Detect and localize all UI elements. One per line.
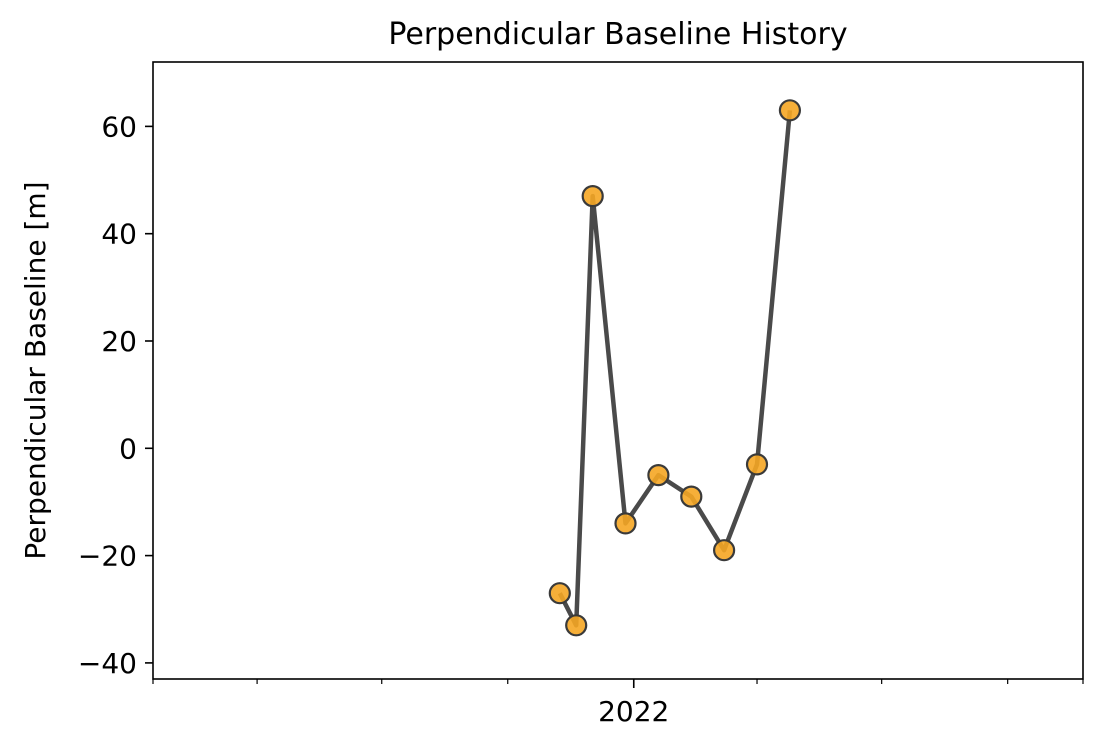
x-tick-label: 2022 xyxy=(598,695,669,728)
data-point xyxy=(745,453,769,476)
data-point xyxy=(581,185,604,208)
plot-frame xyxy=(152,61,1084,680)
data-point xyxy=(565,614,588,637)
data-point xyxy=(647,464,670,487)
y-tick-label: 0 xyxy=(119,432,137,465)
y-tick-label: −20 xyxy=(78,540,137,573)
x-axis-ticks: 2022 xyxy=(152,679,1084,728)
data-point xyxy=(680,485,703,508)
y-tick-label: 20 xyxy=(101,325,137,358)
y-tick-label: 40 xyxy=(101,218,137,251)
data-point xyxy=(614,512,637,535)
series-layer xyxy=(548,99,802,637)
y-axis-ticks: −40 −20 0 20 40 60 xyxy=(78,110,153,680)
y-tick-label: 60 xyxy=(101,110,137,143)
y-axis-label: Perpendicular Baseline [m] xyxy=(19,181,52,559)
data-point xyxy=(548,582,571,605)
data-point xyxy=(778,99,802,122)
y-tick-label: −40 xyxy=(78,647,137,680)
data-point xyxy=(712,539,736,562)
chart-title: Perpendicular Baseline History xyxy=(388,17,847,52)
